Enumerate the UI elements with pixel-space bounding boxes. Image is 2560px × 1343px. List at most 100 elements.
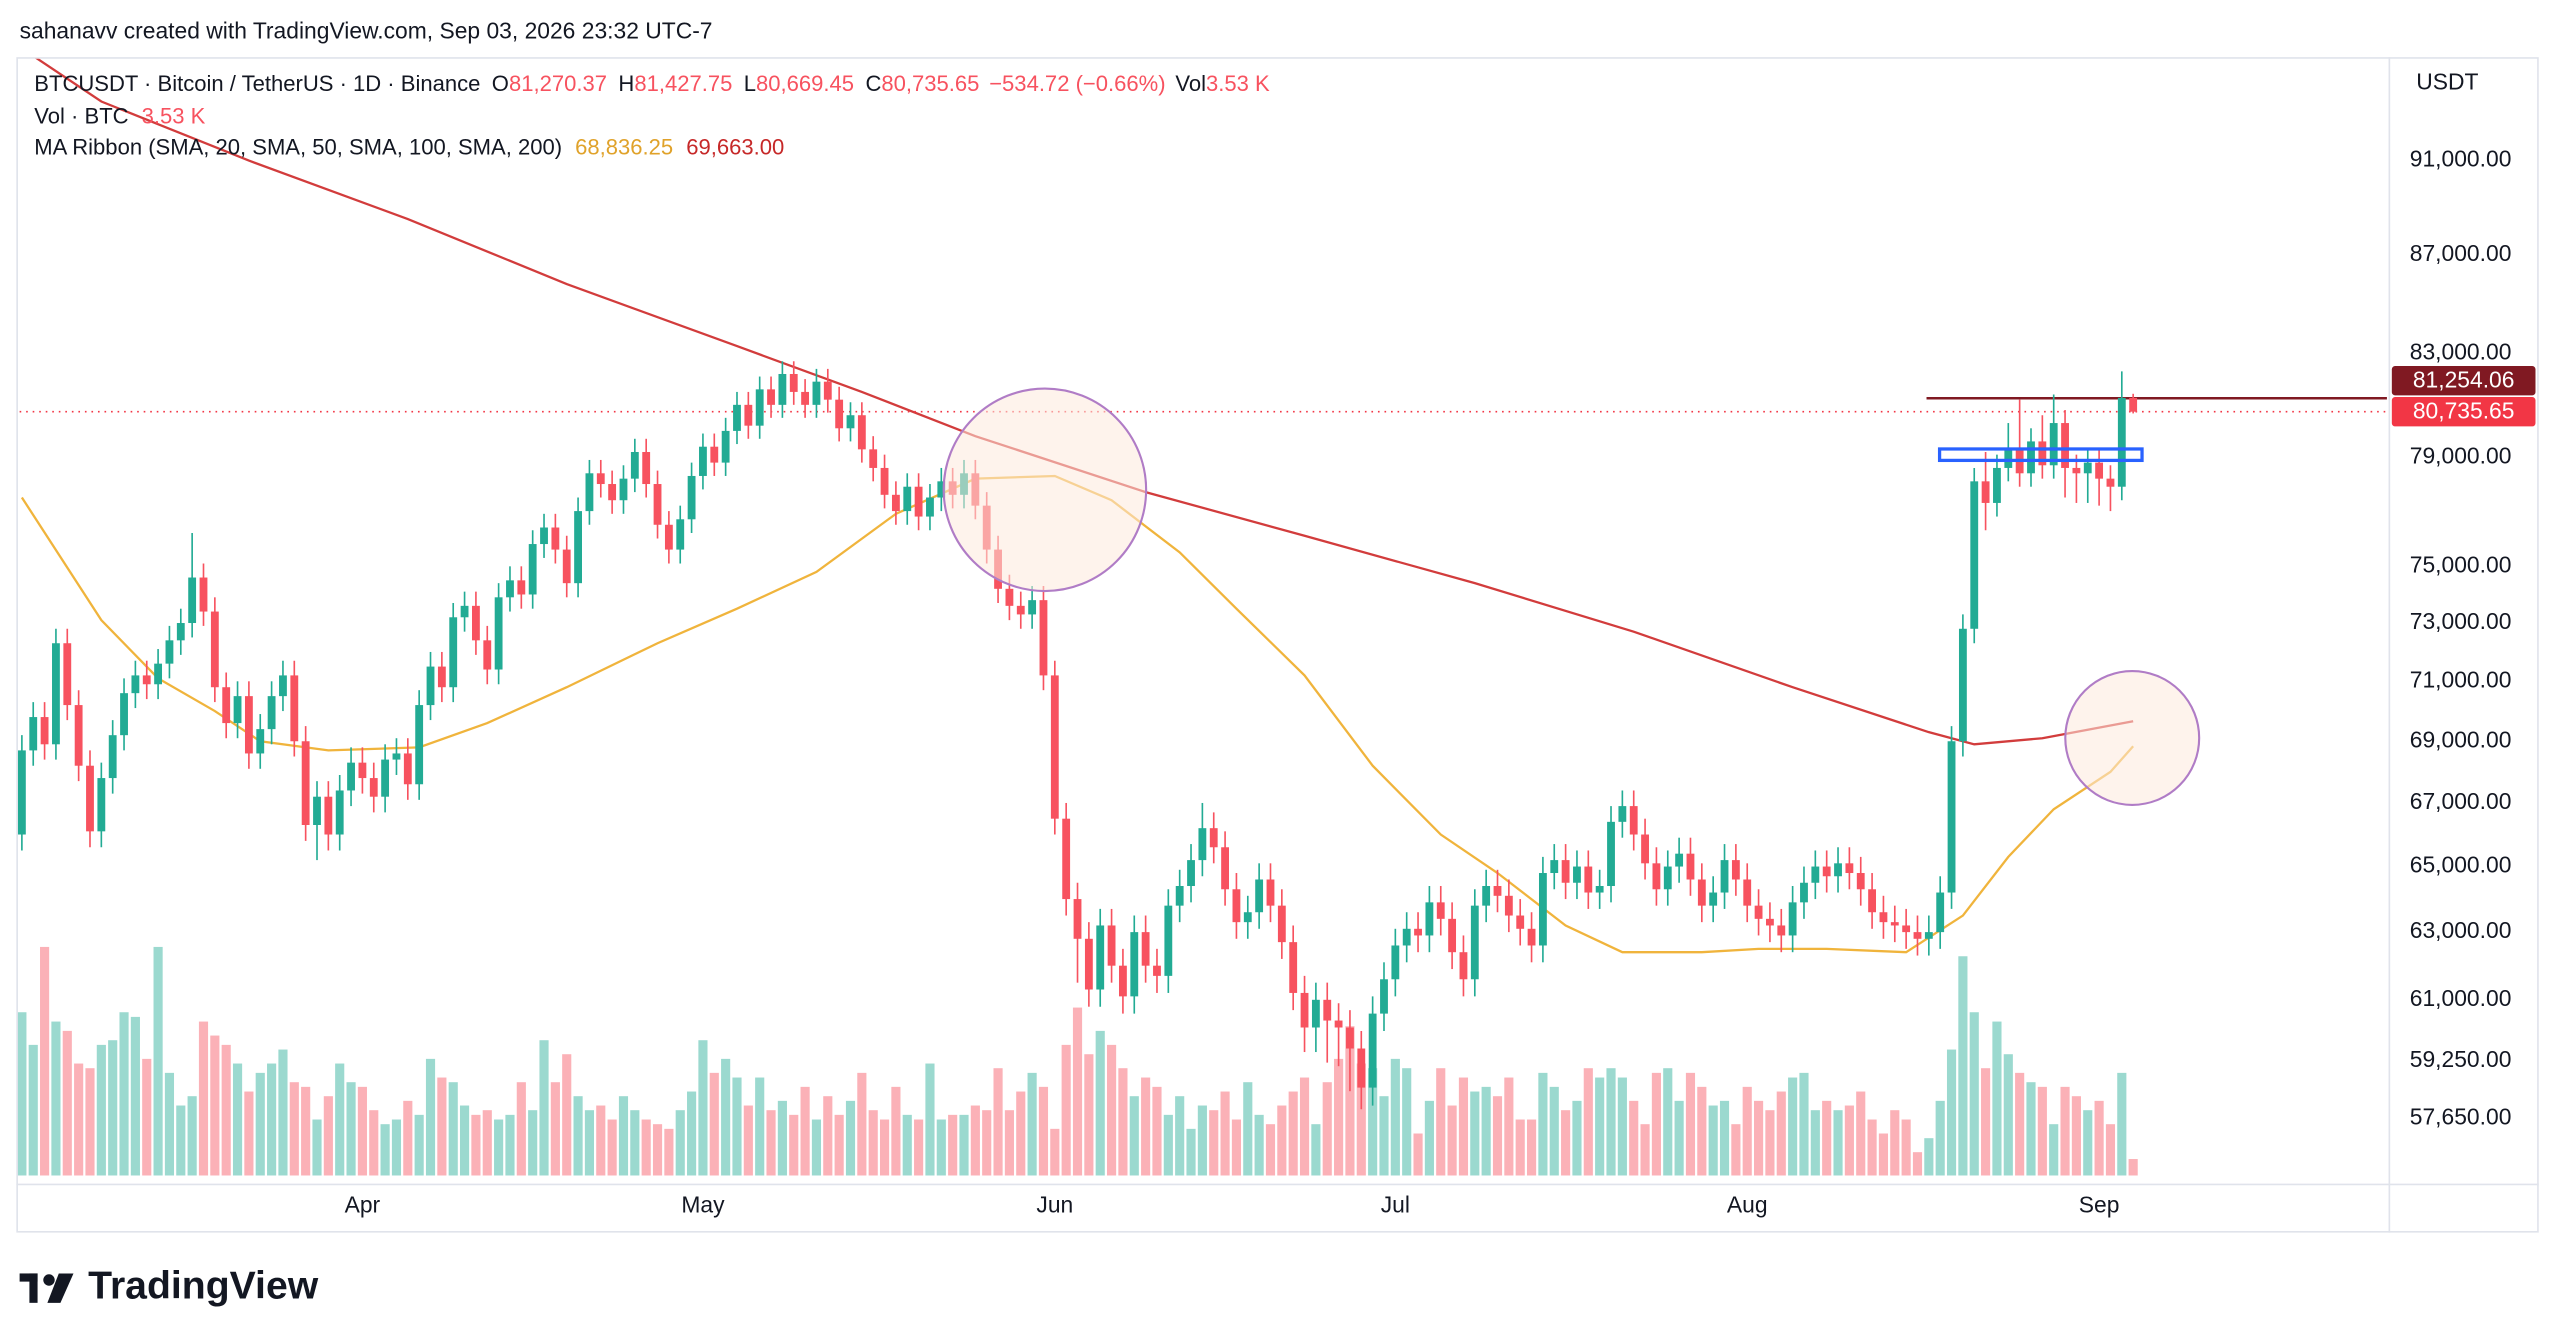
candle-body (1300, 992, 1309, 1028)
y-tick-label: 59,250.00 (2410, 1046, 2512, 1072)
volume-bar (62, 1030, 72, 1176)
volume-bar (607, 1119, 617, 1176)
candle-body (1686, 853, 1695, 880)
volume-bar (1912, 1152, 1923, 1176)
candle-body (1368, 1013, 1377, 1088)
logo-mark (43, 1274, 55, 1286)
candle-body (914, 486, 923, 517)
candle-body (290, 675, 299, 742)
volume-bar (108, 1040, 118, 1176)
volume-bar (1413, 1133, 1423, 1176)
legend-line: Vol · BTC 3.53 K (34, 103, 205, 128)
volume-bar (1651, 1072, 1661, 1176)
candle-body (2049, 423, 2058, 466)
candle-body (1073, 899, 1082, 939)
price-badge (2391, 365, 2536, 396)
candle-body (29, 717, 38, 751)
volume-bar (437, 1077, 447, 1176)
candle-body (222, 687, 231, 724)
volume-bar (675, 1110, 685, 1176)
volume-bar (766, 1110, 776, 1176)
candle-body (63, 643, 72, 706)
volume-bar (1640, 1124, 1650, 1176)
candle-body (1346, 1027, 1354, 1049)
volume-bar (278, 1049, 288, 1176)
volume-bar (1799, 1072, 1809, 1176)
candle-body (1641, 834, 1649, 864)
volume-bar (1833, 1110, 1843, 1176)
volume-bar (1038, 1086, 1049, 1176)
volume-bar (482, 1110, 492, 1176)
x-tick-label: Jul (1381, 1192, 1410, 1218)
volume-bar (1742, 1086, 1752, 1176)
volume-bar (698, 1040, 708, 1176)
volume-bar (1175, 1096, 1185, 1176)
logo: TradingView (19, 1264, 319, 1307)
candle-body (1709, 892, 1718, 906)
ohlc-key: C (865, 71, 881, 96)
volume-bar (1436, 1068, 1446, 1176)
candle-body (2106, 478, 2115, 487)
candle-body (1130, 932, 1139, 997)
volume-bar (2071, 1096, 2081, 1176)
candle-body (1720, 860, 1729, 893)
volume-bar (777, 1100, 787, 1176)
candle-body (1050, 675, 1059, 819)
candle-body (1357, 1048, 1366, 1088)
ma-title: MA Ribbon (SMA, 20, SMA, 50, SMA, 100, S… (34, 134, 562, 159)
candle-body (176, 623, 185, 641)
candle-body (506, 580, 514, 598)
volume-bar (687, 1091, 697, 1176)
volume-bar (902, 1114, 912, 1176)
legend-line: BTCUSDT · Bitcoin / TetherUS · 1D · Bina… (34, 71, 1270, 96)
candle-body (449, 617, 458, 688)
candle-body (1754, 905, 1763, 919)
candle-body (1243, 912, 1252, 923)
candle-body (823, 381, 832, 400)
volume-bar (1356, 1063, 1366, 1176)
volume-bar (1345, 1026, 1355, 1176)
candle-body (392, 753, 401, 760)
ohlc-key: O (492, 71, 509, 96)
y-tick-label: 73,000.00 (2410, 608, 2512, 634)
volume-bar (28, 1044, 38, 1176)
volume-bar (323, 1096, 333, 1176)
y-tick-label: 87,000.00 (2410, 240, 2512, 266)
candle-body (1448, 918, 1457, 953)
candle-body (301, 741, 310, 826)
volume-bar (130, 1016, 140, 1176)
candle-body (1607, 821, 1615, 887)
candle-body (40, 717, 49, 745)
candle-body (1766, 918, 1774, 926)
volume-bar (618, 1096, 629, 1176)
candle-body (74, 705, 83, 766)
candle-body (562, 549, 571, 584)
candle-body (358, 762, 367, 779)
candle-body (233, 696, 242, 724)
volume-bar (743, 1105, 753, 1176)
volume-bar (959, 1114, 969, 1176)
candle-body (154, 663, 163, 685)
candle-body (369, 778, 378, 797)
volume-bar (380, 1124, 390, 1176)
candle-body (1573, 866, 1581, 883)
candle-body (608, 484, 617, 501)
volume-bar (1254, 1114, 1264, 1176)
candle-body (1028, 600, 1037, 615)
candle-body (574, 511, 582, 584)
x-tick-label: Apr (345, 1192, 381, 1218)
volume-bar (2060, 1086, 2070, 1176)
candle-body (2117, 397, 2126, 487)
volume-bar (1583, 1068, 1593, 1176)
volume-bar (1492, 1096, 1503, 1176)
volume-bar (1958, 956, 1968, 1176)
range-box (1937, 447, 2144, 463)
candle-body (630, 451, 639, 479)
volume-bar (982, 1110, 992, 1176)
volume-bar (1061, 1044, 1071, 1176)
candle-body (1516, 915, 1525, 929)
ma-value: 68,836.25 (575, 134, 673, 159)
volume-bar (1390, 1058, 1400, 1176)
volume-bar (845, 1100, 856, 1176)
volume-bar (176, 1105, 186, 1176)
